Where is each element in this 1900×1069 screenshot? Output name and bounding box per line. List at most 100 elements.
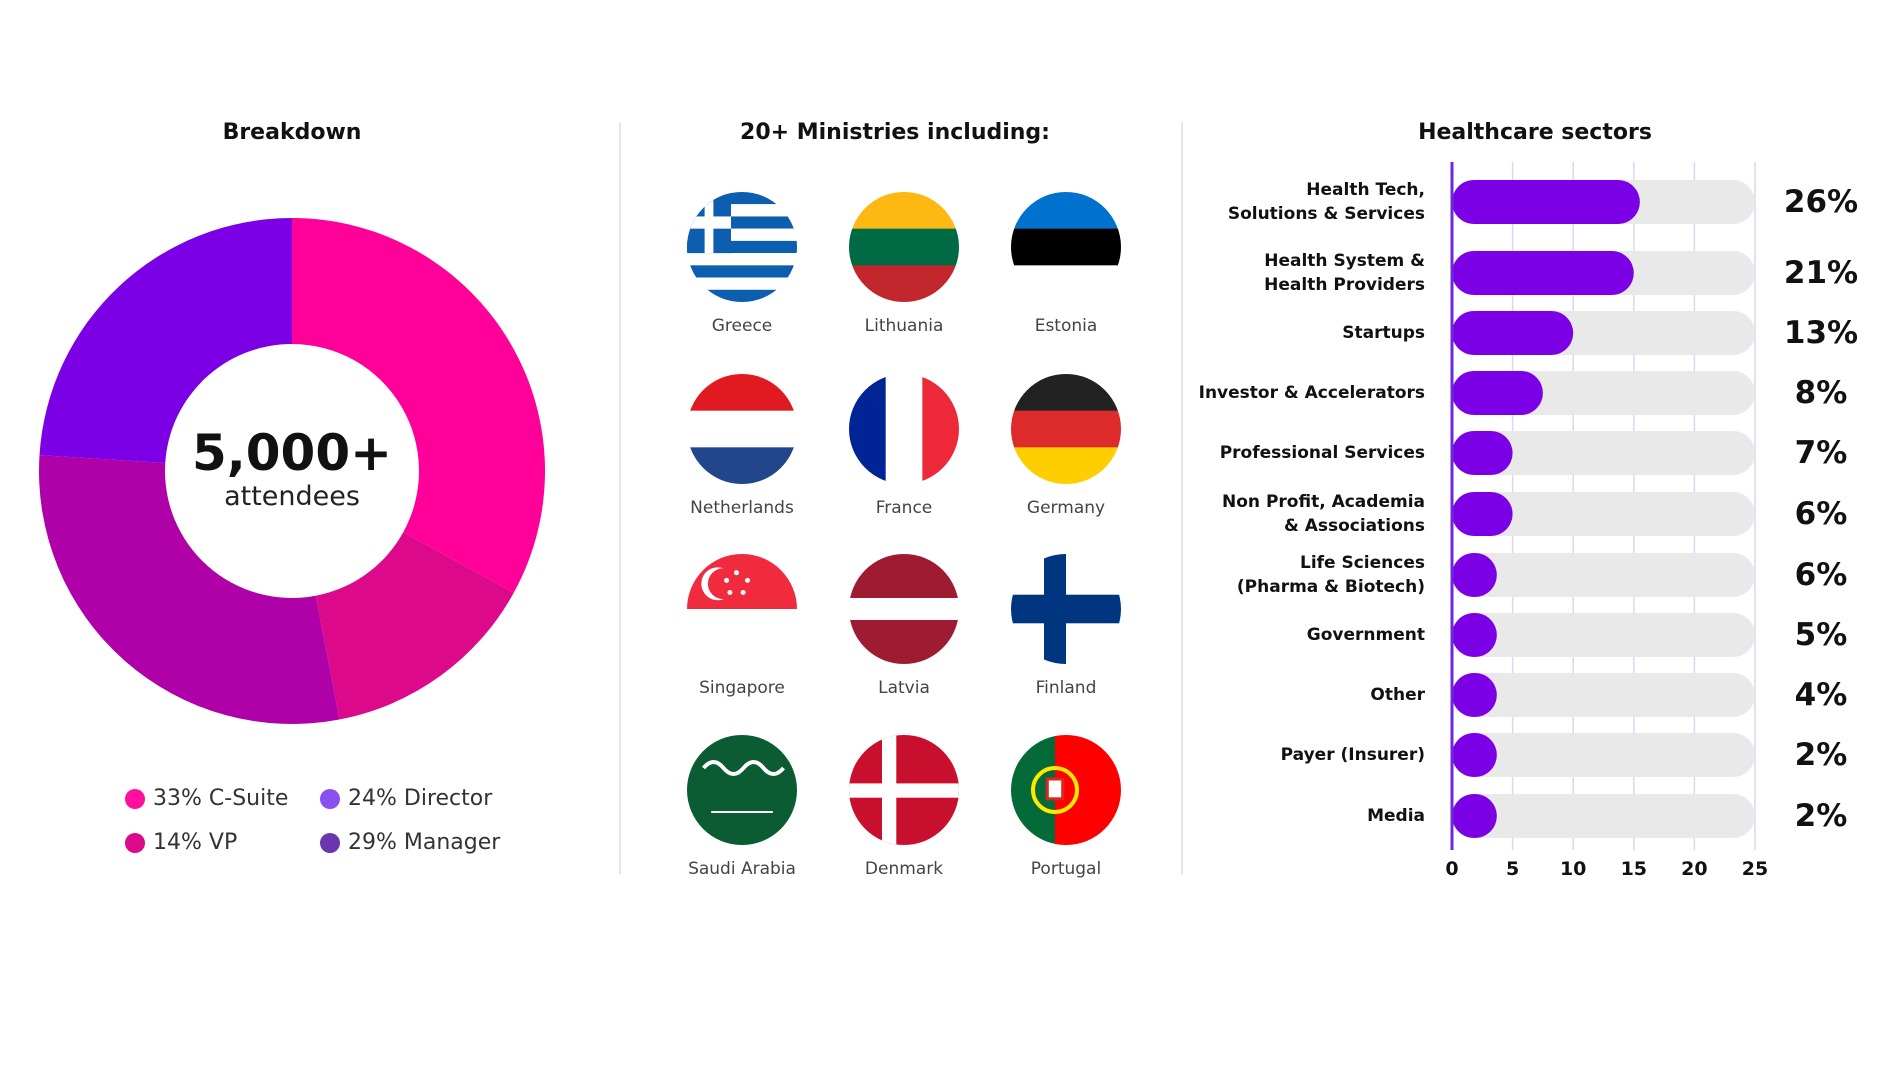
- bar-track: [1452, 492, 1755, 536]
- category-label: Media: [1367, 804, 1425, 828]
- category-label-line: Solutions & Services: [1227, 204, 1425, 224]
- country-label: Latvia: [878, 678, 930, 698]
- greece-flag-icon: [687, 192, 797, 302]
- donut-slice-manager: [39, 455, 340, 724]
- bar: [1452, 251, 1634, 295]
- category-label: Life Sciences (Pharma & Biotech): [1237, 551, 1425, 599]
- legend-item: 29% Manager: [320, 830, 500, 855]
- bar: [1452, 794, 1497, 838]
- latvia-flag-icon: [849, 554, 959, 664]
- x-tick-label: 0: [1445, 858, 1459, 880]
- legend-label: 29% Manager: [348, 830, 501, 855]
- value-label: 5%: [1794, 617, 1848, 653]
- category-label-line: Health Tech,: [1306, 180, 1425, 200]
- value-label: 8%: [1794, 375, 1848, 411]
- x-tick-label: 15: [1620, 858, 1648, 880]
- value-label: 26%: [1783, 184, 1859, 220]
- donut-slice-director: [39, 218, 292, 464]
- category-label-line: Media: [1367, 806, 1425, 826]
- category-label-line: (Pharma & Biotech): [1236, 577, 1425, 597]
- country-label: Denmark: [864, 859, 944, 879]
- category-label-line: & Associations: [1283, 516, 1425, 536]
- category-label-line: Startups: [1342, 323, 1425, 343]
- value-label: 6%: [1794, 496, 1848, 532]
- bar-track: [1452, 613, 1755, 657]
- category-label: Payer (Insurer): [1281, 743, 1425, 767]
- germany-flag-icon: [1011, 374, 1121, 484]
- legend-item: 24% Director: [320, 786, 492, 811]
- donut-slice-c-suite: [292, 218, 545, 593]
- legend-swatch: [320, 832, 340, 853]
- category-label-line: Health System &: [1264, 251, 1425, 271]
- bar: [1452, 733, 1497, 777]
- bar: [1452, 492, 1513, 536]
- country-label: Greece: [711, 316, 773, 336]
- category-label-line: Non Profit, Academia: [1222, 492, 1425, 512]
- legend-swatch: [125, 832, 145, 853]
- category-label: Other: [1370, 683, 1425, 707]
- bar: [1452, 673, 1497, 717]
- donut-slice-vp: [315, 532, 514, 720]
- saudi-arabia-flag-icon: [687, 735, 797, 845]
- portugal-flag-icon: [1011, 735, 1121, 845]
- category-label-line: Investor & Accelerators: [1198, 383, 1425, 403]
- value-label: 4%: [1794, 677, 1848, 713]
- value-label: 2%: [1794, 798, 1848, 834]
- legend-label: 33% C-Suite: [153, 786, 289, 811]
- bar-track: [1452, 673, 1755, 717]
- sectors-title: Healthcare sectors: [1418, 120, 1652, 145]
- bar-track: [1452, 431, 1755, 475]
- finland-flag-icon: [1011, 554, 1121, 664]
- category-label-line: Health Providers: [1264, 275, 1425, 295]
- value-label: 13%: [1783, 315, 1859, 351]
- legend-item: 33% C-Suite: [125, 786, 288, 811]
- bar-track: [1452, 733, 1755, 777]
- value-label: 21%: [1783, 255, 1859, 291]
- estonia-flag-icon: [1011, 192, 1121, 302]
- bar: [1452, 311, 1574, 355]
- category-label-line: Life Sciences: [1299, 553, 1425, 573]
- x-tick-label: 5: [1505, 858, 1520, 880]
- attendee-count: 5,000+: [191, 424, 393, 482]
- category-label: Investor & Accelerators: [1199, 381, 1425, 405]
- category-label: Non Profit, Academia & Associations: [1222, 490, 1425, 538]
- category-label-line: Other: [1370, 685, 1425, 705]
- x-tick-label: 20: [1681, 858, 1708, 880]
- bar: [1452, 431, 1513, 475]
- category-label: Professional Services: [1220, 441, 1425, 465]
- category-label-line: Government: [1306, 625, 1425, 645]
- ministries-title: 20+ Ministries including:: [740, 120, 1050, 145]
- bar: [1452, 553, 1497, 597]
- legend-swatch: [320, 788, 340, 809]
- category-label-line: Payer (Insurer): [1280, 745, 1425, 765]
- value-label: 6%: [1794, 557, 1848, 593]
- category-label: Government: [1307, 623, 1425, 647]
- breakdown-title: Breakdown: [222, 120, 362, 145]
- x-tick-label: 25: [1741, 858, 1769, 880]
- country-label: France: [875, 498, 933, 518]
- bar-track: [1452, 553, 1755, 597]
- country-label: Finland: [1035, 678, 1097, 698]
- bar-track: [1452, 794, 1755, 838]
- country-label: Portugal: [1030, 859, 1102, 879]
- country-label: Lithuania: [864, 316, 944, 336]
- singapore-flag-icon: [687, 554, 797, 609]
- lithuania-flag-icon: [849, 192, 959, 302]
- denmark-flag-icon: [849, 735, 959, 845]
- country-label: Estonia: [1034, 316, 1098, 336]
- legend-item: 14% VP: [125, 830, 237, 855]
- country-label: Singapore: [699, 678, 785, 698]
- bar: [1452, 180, 1640, 224]
- divider: [619, 122, 621, 874]
- netherlands-flag-icon: [687, 374, 797, 484]
- country-label: Saudi Arabia: [688, 859, 796, 879]
- category-label: Health Tech, Solutions & Services: [1228, 178, 1425, 226]
- category-label: Startups: [1342, 321, 1425, 345]
- country-label: Germany: [1026, 498, 1106, 518]
- france-flag-icon: [849, 374, 959, 484]
- country-label: Netherlands: [690, 498, 794, 518]
- x-tick-label: 10: [1559, 858, 1587, 880]
- category-label-line: Professional Services: [1219, 443, 1425, 463]
- category-label: Health System & Health Providers: [1264, 249, 1425, 297]
